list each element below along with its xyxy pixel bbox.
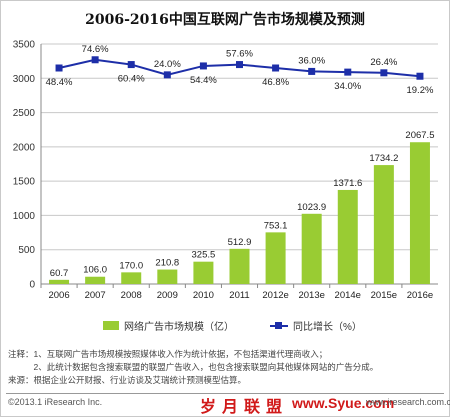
legend-item-line: 同比增长（%） <box>270 318 362 333</box>
footer-copyright: ©2013.1 iResearch Inc. <box>8 397 103 407</box>
bar-2011 <box>229 248 250 284</box>
x-tick-label: 2006 <box>48 290 69 301</box>
legend-bar-swatch <box>103 321 119 330</box>
bar-2016e <box>409 142 430 284</box>
bar-2008 <box>121 272 142 284</box>
legend-item-bar: 网络广告市场规模（亿） <box>103 318 234 333</box>
footer-divider <box>6 393 444 394</box>
bar-label: 2067.5 <box>405 130 434 141</box>
bar-label: 1734.2 <box>369 153 398 164</box>
growth-label: 48.4% <box>46 77 73 88</box>
y-tick-label: 0 <box>29 280 35 291</box>
y-tick-label: 1500 <box>13 177 36 188</box>
chart-notes: 注释：1、互联网广告市场规模按照媒体收入作为统计依据，不包括渠道代理商收入； 2… <box>8 348 444 387</box>
growth-point-2011 <box>236 61 243 69</box>
bar-label: 512.9 <box>228 237 252 248</box>
growth-label: 24.0% <box>154 59 181 70</box>
growth-point-2008 <box>127 61 135 69</box>
watermark-url: www.Syue.com <box>292 395 395 411</box>
growth-point-2010 <box>199 62 207 70</box>
chart-legend: 网络广告市场规模（亿） 同比增长（%） <box>0 318 450 334</box>
growth-label: 34.0% <box>334 81 361 92</box>
growth-point-2013e <box>308 67 316 75</box>
x-tick-label: 2012e <box>262 290 288 301</box>
growth-label: 26.4% <box>370 57 397 68</box>
bar-2012e <box>265 232 286 284</box>
growth-label: 54.4% <box>190 75 217 86</box>
y-tick-label: 3000 <box>13 74 36 85</box>
y-tick-label: 1000 <box>13 211 36 222</box>
legend-label-line: 同比增长（%） <box>293 322 362 333</box>
bar-2014e <box>337 189 358 284</box>
legend-label-bar: 网络广告市场规模（亿） <box>124 322 234 333</box>
growth-label: 36.0% <box>298 55 325 66</box>
growth-point-2016e <box>416 72 424 80</box>
bar-2015e <box>373 165 394 284</box>
x-tick-label: 2009 <box>157 290 178 301</box>
x-tick-label: 2010 <box>193 290 214 301</box>
x-tick-label: 2008 <box>121 290 142 301</box>
footer-url: www.iresearch.com.cn <box>366 397 450 407</box>
x-tick-label: 2011 <box>229 290 249 301</box>
bar-label: 210.8 <box>155 258 179 269</box>
x-tick-label: 2015e <box>371 290 397 301</box>
y-tick-label: 500 <box>18 245 35 256</box>
growth-point-2006 <box>55 64 63 72</box>
bar-2009 <box>157 269 178 284</box>
bar-label: 1371.6 <box>333 178 362 189</box>
x-tick-label: 2016e <box>407 290 433 301</box>
bar-2006 <box>49 279 70 284</box>
bar-label: 1023.9 <box>297 202 326 213</box>
bar-label: 753.1 <box>264 220 288 231</box>
y-tick-label: 2500 <box>13 108 36 119</box>
bar-label: 325.5 <box>192 250 216 261</box>
growth-label: 46.8% <box>262 77 289 88</box>
watermark-text: 岁月联盟 <box>200 397 289 416</box>
x-tick-label: 2007 <box>85 290 106 301</box>
bar-label: 106.0 <box>83 265 107 276</box>
chart-title: 2006-2016中国互联网广告市场规模及预测 <box>85 12 365 28</box>
note-line-2: 2、此统计数据包含搜索联盟的联盟广告收入，也包含搜索联盟向其他媒体网站的广告分成… <box>8 362 379 372</box>
bar-2013e <box>301 213 322 284</box>
note-source: 来源：根据企业公开财报、行业访谈及艾瑞统计预测模型估算。 <box>8 375 247 385</box>
growth-label: 60.4% <box>118 74 145 85</box>
growth-label: 74.6% <box>82 44 109 55</box>
growth-label: 57.6% <box>226 49 253 60</box>
note-line-1: 注释：1、互联网广告市场规模按照媒体收入作为统计依据，不包括渠道代理商收入； <box>8 349 328 359</box>
y-tick-label: 2000 <box>13 142 36 153</box>
growth-point-2009 <box>163 71 171 79</box>
y-tick-label: 3500 <box>13 40 36 51</box>
growth-point-2012e <box>272 64 280 72</box>
growth-point-2015e <box>380 69 388 77</box>
growth-label: 19.2% <box>406 85 433 96</box>
bar-2010 <box>193 261 214 284</box>
x-tick-label: 2013e <box>298 290 324 301</box>
bar-label: 60.7 <box>50 268 69 279</box>
bar-label: 170.0 <box>119 260 143 271</box>
x-tick-label: 2014e <box>335 290 361 301</box>
legend-line-swatch <box>270 321 288 329</box>
growth-point-2007 <box>91 56 99 64</box>
bar-2007 <box>85 276 106 284</box>
growth-point-2014e <box>344 68 352 76</box>
